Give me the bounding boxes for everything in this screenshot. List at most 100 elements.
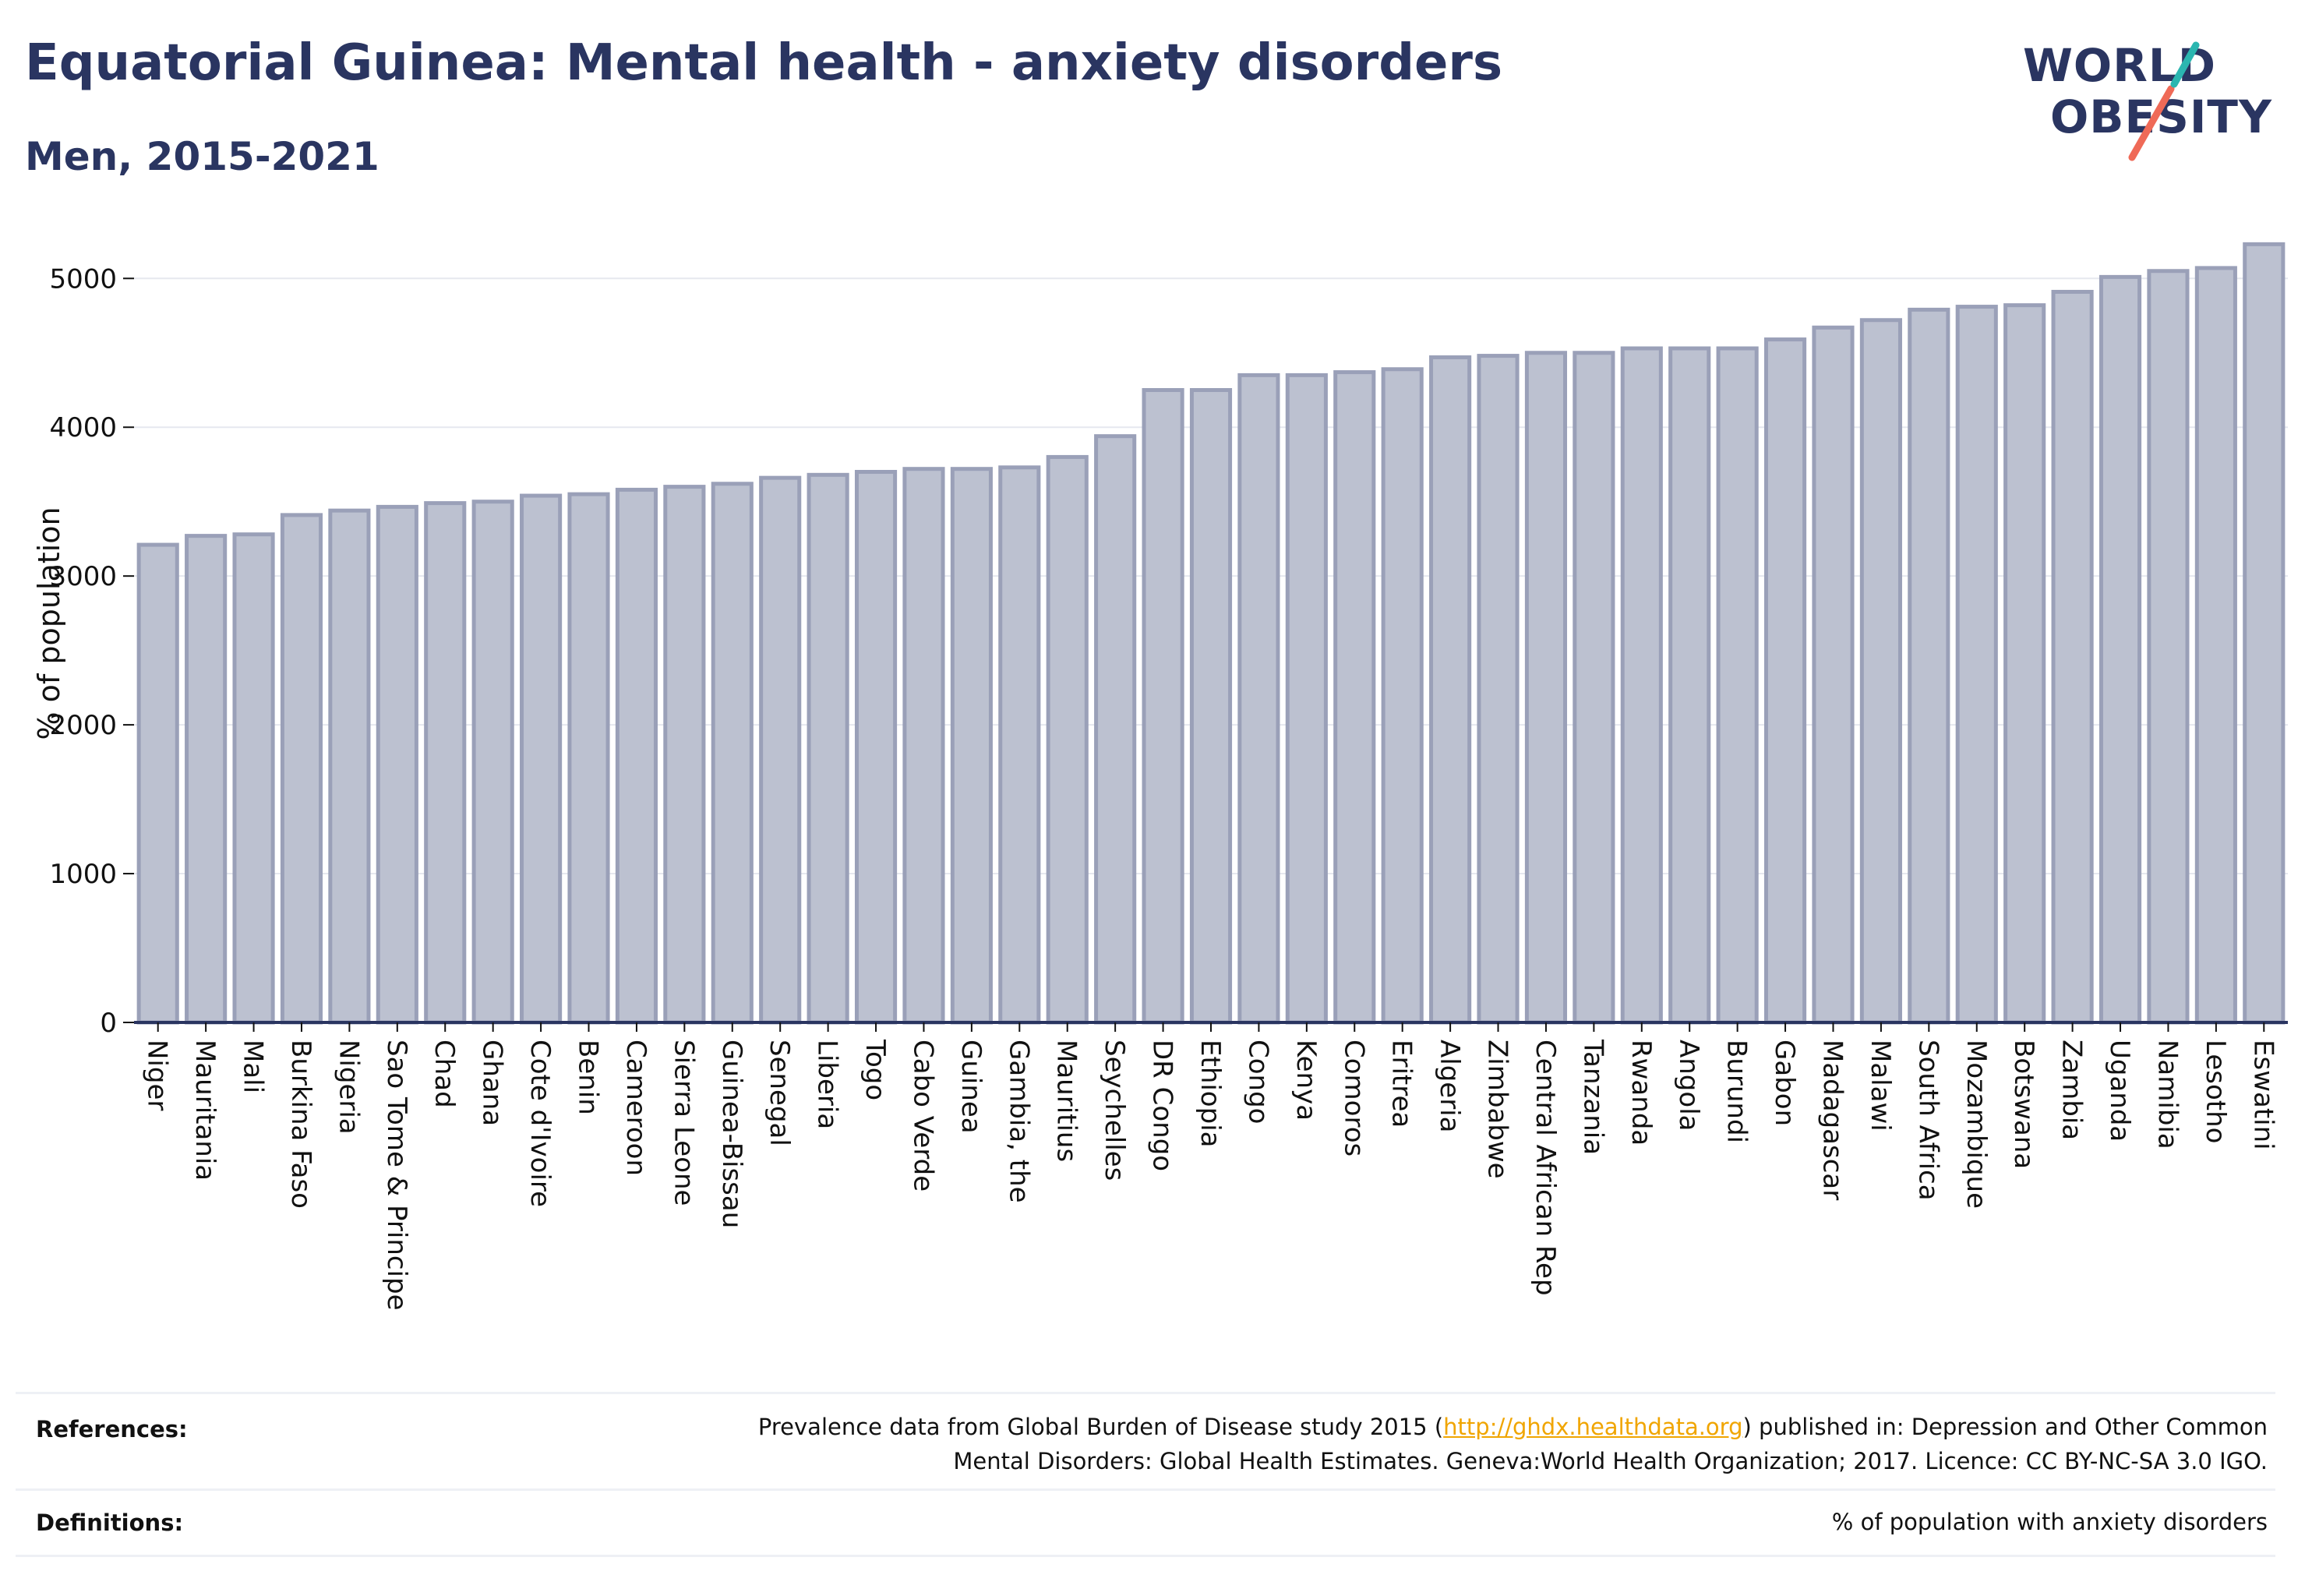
bar [2003, 303, 2046, 1025]
page-subtitle: Men, 2015-2021 [25, 134, 379, 179]
x-tick-label: Malawi [1865, 1040, 1896, 1132]
x-tick-label: Angola [1673, 1040, 1704, 1131]
bar [1620, 346, 1663, 1025]
x-tick-label: Zimbabwe [1482, 1040, 1513, 1179]
bar [1142, 387, 1184, 1025]
x-tick-label: Tanzania [1577, 1039, 1608, 1155]
bar [280, 513, 323, 1025]
bar [471, 500, 514, 1025]
page-title: Equatorial Guinea: Mental health - anxie… [25, 34, 1503, 92]
bar [2099, 274, 2142, 1025]
references-link[interactable]: http://ghdx.healthdata.org [1443, 1414, 1743, 1440]
bar [1763, 337, 1807, 1025]
x-tick-label: Madagascar [1816, 1040, 1848, 1200]
bar [2243, 242, 2286, 1025]
bar [854, 470, 898, 1025]
bar [136, 542, 179, 1025]
bar [376, 504, 418, 1025]
bar [1477, 354, 1520, 1025]
bar [1524, 351, 1568, 1025]
references-label: References: [36, 1416, 188, 1442]
x-tick-label: Benin [573, 1040, 604, 1115]
bar [998, 465, 1041, 1025]
definitions-label: Definitions: [36, 1509, 184, 1536]
x-tick-label: Gambia, the [1003, 1040, 1034, 1203]
bar [1716, 346, 1759, 1025]
y-tick-label: 0 [100, 1008, 117, 1039]
x-tick-label: Zambia [2056, 1040, 2088, 1140]
bar [424, 501, 467, 1025]
x-tick-labels: Niger Mauritania Mali Burkina Faso Nigeria Sa… [142, 1022, 2279, 1311]
x-tick-label: Lesotho [2200, 1040, 2231, 1143]
x-tick-label: Senegal [764, 1040, 795, 1146]
bar [1333, 370, 1376, 1025]
x-tick-label: Rwanda [1626, 1040, 1657, 1146]
x-tick-label: Central African Rep [1530, 1040, 1561, 1296]
y-tick-label: 4000 [49, 412, 117, 443]
bar [1381, 367, 1424, 1025]
world-obesity-logo: WORLD OBESITY [2023, 23, 2286, 164]
references-text: Prevalence data from Global Burden of Di… [758, 1410, 2268, 1478]
y-tick-label: 5000 [49, 263, 117, 295]
x-tick-label: Ethiopia [1195, 1040, 1226, 1147]
bar [2051, 289, 2094, 1025]
x-tick-label: Guinea-Bissau [716, 1040, 747, 1228]
x-tick-label: Botswana [2008, 1040, 2039, 1169]
x-tick-label: Sierra Leone [668, 1040, 699, 1206]
y-tick-label: 3000 [49, 561, 117, 592]
definitions-row: Definitions: % of population with anxiet… [16, 1488, 2275, 1557]
bar [1955, 305, 1998, 1025]
x-tick-label: Chad [429, 1040, 460, 1108]
bar [615, 487, 658, 1025]
bar [1189, 387, 1233, 1025]
bar [567, 492, 610, 1025]
y-axis-label: % of population [32, 507, 66, 740]
y-tick-label: 2000 [49, 710, 117, 741]
x-tick-label: Mauritania [189, 1040, 221, 1181]
y-tick-label: 1000 [49, 859, 117, 890]
bar [711, 482, 754, 1025]
bar [1908, 307, 1950, 1025]
references-text-start: Prevalence data from Global Burden of Di… [757, 1414, 1444, 1440]
bar [1094, 434, 1137, 1025]
bar-chart: 0 1000 2000 3000 4000 5000 Niger Mauritania Mal… [32, 242, 2288, 1311]
bar [2147, 269, 2190, 1025]
x-tick-label: Burundi [1721, 1040, 1753, 1143]
x-tick-label: Cameroon [620, 1040, 651, 1176]
bar [902, 467, 945, 1025]
bar [1237, 373, 1280, 1025]
y-tick-labels: 0 1000 2000 3000 4000 5000 [49, 263, 134, 1039]
x-tick-label: Mozambique [1961, 1040, 1992, 1209]
references-row: References: Prevalence data from Global … [16, 1392, 2275, 1489]
x-tick-label: DR Congo [1147, 1040, 1178, 1171]
x-tick-label: Liberia [812, 1040, 843, 1129]
bar [1859, 318, 1902, 1025]
bar [663, 485, 706, 1025]
x-tick-label: Congo [1242, 1040, 1273, 1124]
x-tick-label: Gabon [1769, 1040, 1800, 1126]
x-tick-label: Mauritius [1051, 1040, 1082, 1162]
bar [1285, 373, 1328, 1025]
bar [1429, 355, 1472, 1025]
x-tick-label: Comoros [1338, 1040, 1369, 1156]
bar [807, 472, 849, 1025]
bar [759, 475, 802, 1025]
x-tick-label: Sao Tome & Principe [381, 1040, 412, 1311]
x-tick-label: Namibia [2151, 1040, 2183, 1149]
logo-slash-icon [2128, 41, 2200, 161]
x-tick-label: Algeria [1434, 1040, 1465, 1132]
x-tick-label: Mali [238, 1040, 269, 1093]
bar [950, 467, 993, 1025]
x-tick-label: Seychelles [1099, 1040, 1130, 1181]
bar [1046, 454, 1089, 1025]
x-tick-label: Niger [142, 1040, 173, 1110]
bar [1573, 351, 1615, 1025]
x-tick-label: Nigeria [333, 1040, 364, 1135]
bar [520, 493, 563, 1025]
x-tick-label: Eritrea [1386, 1040, 1417, 1128]
bar [2194, 266, 2237, 1025]
x-tick-label: Eswatini [2247, 1040, 2279, 1150]
definitions-text: % of population with anxiety disorders [1831, 1509, 2268, 1535]
x-tick-label: Uganda [2104, 1040, 2135, 1142]
x-tick-label: Guinea [955, 1040, 987, 1134]
